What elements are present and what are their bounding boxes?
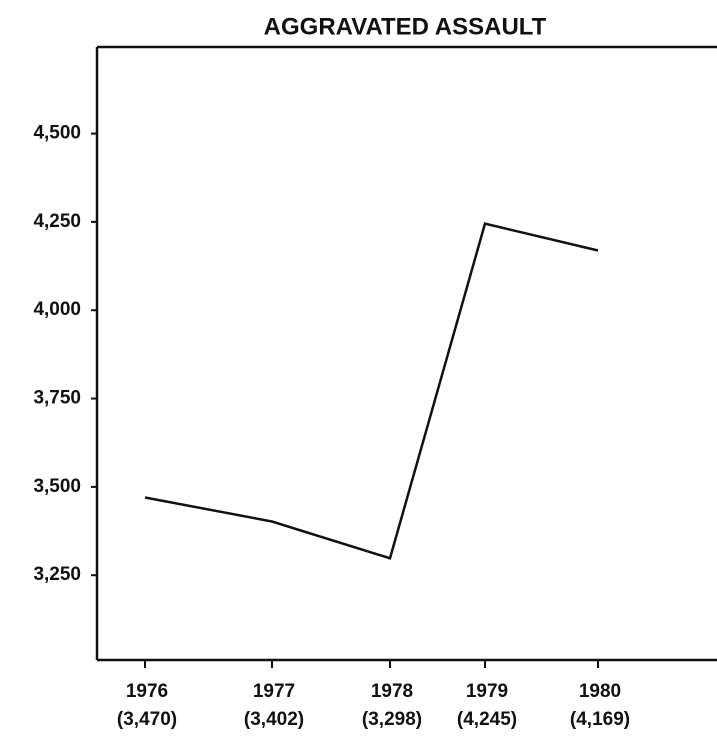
- y-tick-label: 4,500: [33, 123, 81, 144]
- value-label: (3,402): [244, 709, 304, 730]
- value-label: (4,169): [570, 709, 630, 730]
- y-tick-label: 3,250: [33, 564, 81, 585]
- x-tick-label: 1979: [466, 681, 508, 702]
- value-label: (3,470): [117, 709, 177, 730]
- y-tick-label: 4,250: [33, 211, 81, 232]
- y-tick-label: 3,500: [33, 476, 81, 497]
- chart-title: AGGRAVATED ASSAULT: [264, 13, 547, 40]
- x-tick-label: 1980: [579, 681, 621, 702]
- x-tick-label: 1977: [253, 681, 295, 702]
- x-tick-label: 1978: [371, 681, 413, 702]
- y-tick-label: 4,000: [33, 299, 81, 320]
- value-label: (3,298): [362, 709, 422, 730]
- x-tick-label: 1976: [126, 681, 168, 702]
- y-tick-label: 3,750: [33, 388, 81, 409]
- value-label: (4,245): [457, 709, 517, 730]
- data-line: [144, 222, 599, 560]
